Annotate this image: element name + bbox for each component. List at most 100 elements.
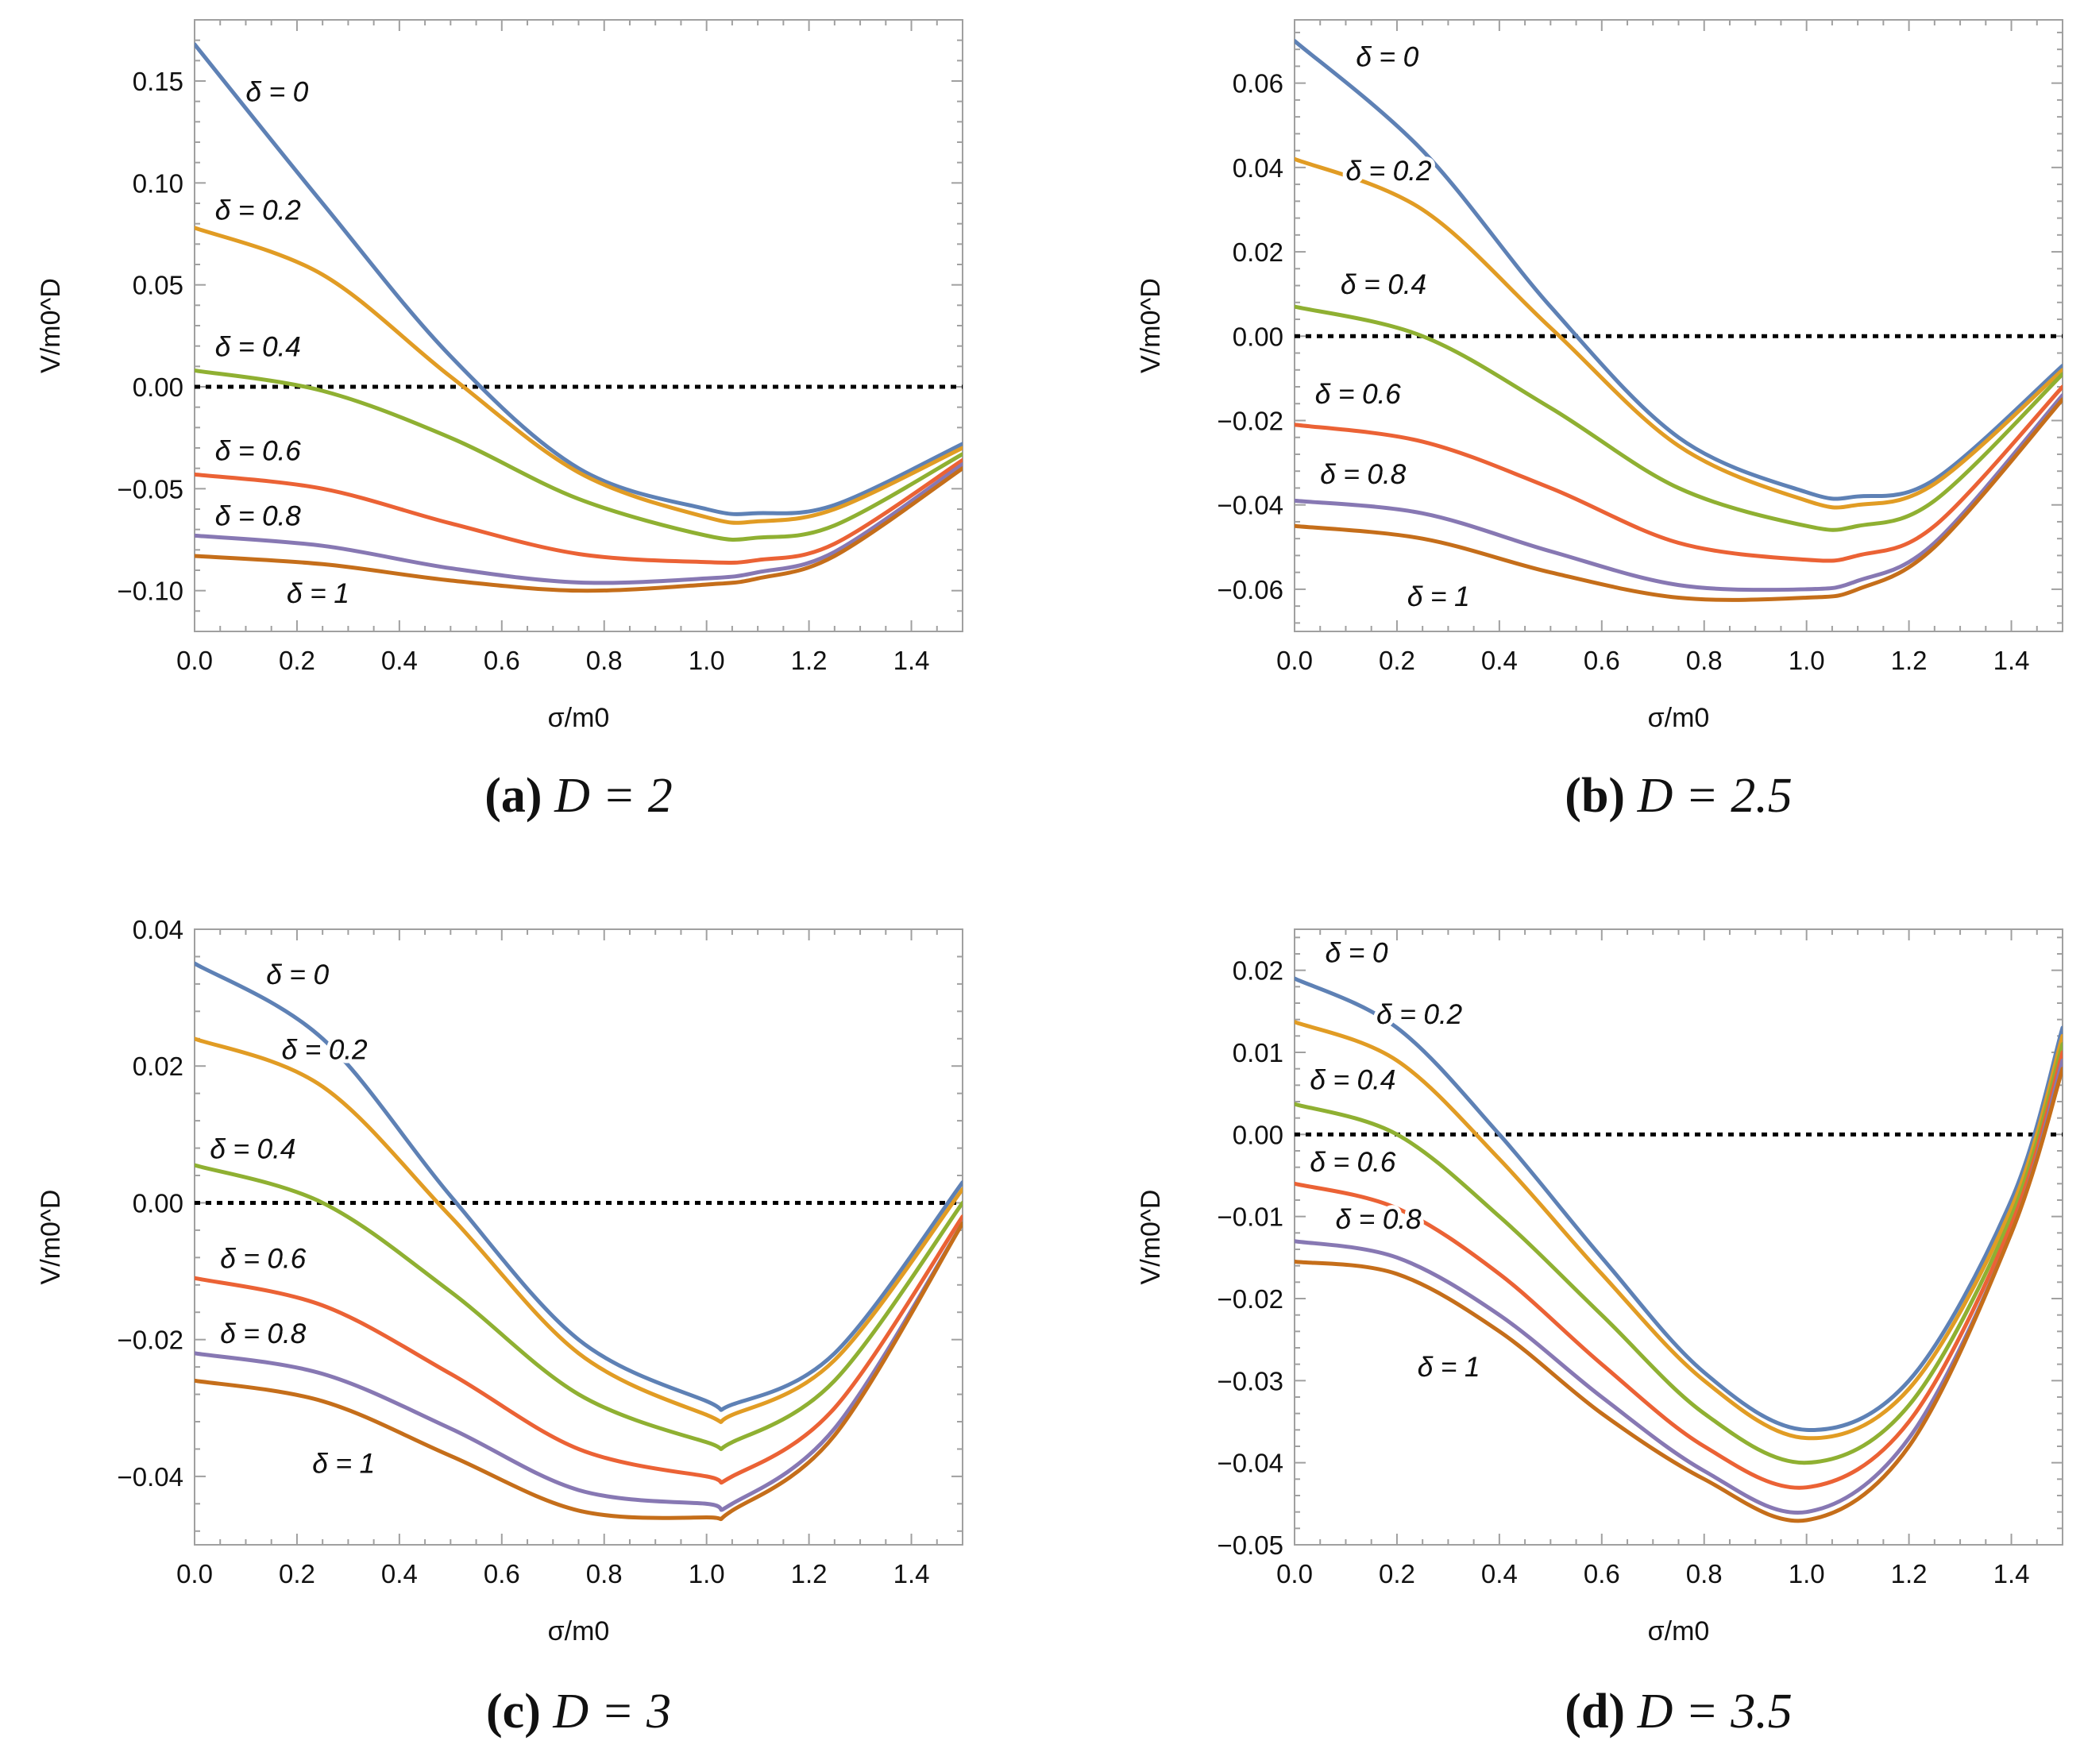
x-tick-label: 1.4 <box>1993 646 2030 675</box>
y-axis-label: V/m0^D <box>1136 278 1166 373</box>
x-tick-label: 1.0 <box>1789 1559 1825 1588</box>
series-line-delta-3 <box>195 457 963 565</box>
y-tick-label: −0.04 <box>118 1462 184 1492</box>
series-label: δ = 0.4 <box>215 332 301 363</box>
y-tick-label: −0.10 <box>118 577 184 606</box>
panel-caption-letter: (c) <box>486 1685 553 1739</box>
series-line-delta-4 <box>1295 393 2063 593</box>
series-label: δ = 0.8 <box>1336 1204 1422 1235</box>
series-label-text: δ = 0.6 <box>1310 1147 1396 1178</box>
plot-frame <box>194 19 963 632</box>
y-axis-label: V/m0^D <box>36 1190 66 1285</box>
y-tick-label: −0.03 <box>1218 1366 1284 1395</box>
y-tick-label: 0.00 <box>133 372 183 402</box>
series-label: δ = 0.2 <box>282 1035 368 1066</box>
panel-caption-value: D = 3.5 <box>1637 1685 1793 1739</box>
x-tick-label: 0.4 <box>381 1559 418 1588</box>
series-label: δ = 0.8 <box>220 1318 307 1349</box>
series-line-delta-1 <box>195 1036 963 1425</box>
series-label-text: δ = 0.8 <box>220 1318 307 1349</box>
y-tick-label: −0.04 <box>1218 491 1284 520</box>
series-line-delta-2 <box>1295 304 2063 532</box>
y-tick-label: −0.02 <box>1218 406 1284 435</box>
series-line-delta-3 <box>1295 384 2063 563</box>
series-label-text: δ = 0.4 <box>1341 269 1426 300</box>
series-label: δ = 0.4 <box>210 1133 295 1164</box>
panel-caption-value: D = 2.5 <box>1637 769 1793 823</box>
x-tick-label: 1.2 <box>1891 646 1928 675</box>
series-label-text: δ = 0.2 <box>282 1035 368 1066</box>
x-axis-label: σ/m0 <box>1648 1616 1710 1646</box>
x-tick-label: 1.4 <box>893 1559 930 1588</box>
series-label-text: δ = 0 <box>266 959 329 990</box>
y-tick-label: 0.10 <box>133 168 183 198</box>
panel-caption-letter: (a) <box>484 769 554 823</box>
series-line-delta-3 <box>1295 1050 2063 1490</box>
series-group <box>1295 976 2063 1523</box>
series-line-delta-0 <box>1295 39 2063 501</box>
series-line-delta-5 <box>1295 397 2063 602</box>
x-tick-label: 0.0 <box>1276 646 1313 675</box>
x-tick-label: 0.2 <box>279 646 315 675</box>
series-label-text: δ = 0.8 <box>215 501 302 532</box>
y-tick-label: −0.01 <box>1218 1202 1284 1232</box>
series-label: δ = 1 <box>287 578 349 609</box>
series-label: δ = 1 <box>1418 1352 1480 1383</box>
y-tick-label: −0.02 <box>1218 1284 1284 1314</box>
y-tick-label: −0.05 <box>1218 1530 1284 1560</box>
series-line-delta-1 <box>1295 1020 2063 1441</box>
x-axis-label: σ/m0 <box>548 703 610 733</box>
y-tick-label: −0.05 <box>118 474 184 504</box>
series-group <box>195 961 963 1522</box>
series-line-delta-4 <box>1295 1058 2063 1515</box>
series-label: δ = 0 <box>266 959 329 990</box>
series-group <box>1295 39 2063 602</box>
series-label: δ = 1 <box>312 1449 375 1480</box>
x-tick-label: 0.8 <box>1686 1559 1723 1588</box>
y-tick-label: 0.00 <box>1233 322 1283 351</box>
y-axis-label: V/m0^D <box>1136 1190 1166 1285</box>
series-label-text: δ = 0.8 <box>1336 1204 1422 1235</box>
panel-caption: (a) D = 2 <box>484 769 672 823</box>
plot-frame <box>194 928 963 1546</box>
y-tick-label: −0.02 <box>118 1326 184 1355</box>
panel-b: 0.0 0.2 0.4 0.6 0.8 1.0 1.2 1.4 0.06 0.04 0.02 0.00… <box>1136 19 2063 823</box>
x-tick-label: 1.2 <box>791 1559 828 1588</box>
series-line-delta-4 <box>195 462 963 585</box>
y-tick-label: 0.06 <box>1233 69 1283 98</box>
series-label: δ = 0.4 <box>1310 1065 1395 1096</box>
series-label-text: δ = 0.2 <box>1345 156 1431 187</box>
y-tick-label: 0.02 <box>133 1052 183 1081</box>
series-label: δ = 0.6 <box>215 435 302 466</box>
series-label-text: δ = 0 <box>1356 41 1418 72</box>
series-label-text: δ = 1 <box>312 1449 375 1480</box>
series-label: δ = 0.6 <box>220 1243 307 1274</box>
x-tick-label: 0.6 <box>1584 1559 1620 1588</box>
series-label-text: δ = 0.6 <box>215 435 302 466</box>
x-tick-label: 1.0 <box>689 1559 725 1588</box>
plot-frame <box>1294 19 2063 632</box>
series-label: δ = 0.8 <box>215 501 302 532</box>
series-line-delta-5 <box>195 1221 963 1522</box>
series-label: δ = 0 <box>1326 937 1388 968</box>
x-axis-label: σ/m0 <box>548 1616 610 1646</box>
series-line-delta-5 <box>1295 1067 2063 1523</box>
x-tick-label: 0.8 <box>586 646 623 675</box>
series-label-text: δ = 0.2 <box>215 195 301 226</box>
series-label-text: δ = 1 <box>1407 581 1470 612</box>
y-tick-label: 0.02 <box>1233 956 1283 986</box>
series-line-delta-0 <box>195 961 963 1412</box>
series-line-delta-1 <box>195 226 963 525</box>
y-tick-label: 0.15 <box>133 67 183 96</box>
series-label: δ = 0.2 <box>215 195 301 226</box>
series-label-text: δ = 0.4 <box>215 332 301 363</box>
series-label: δ = 0.4 <box>1341 269 1426 300</box>
series-line-delta-2 <box>195 368 963 542</box>
series-label: δ = 0 <box>1356 41 1418 72</box>
y-tick-label: 0.01 <box>1233 1038 1283 1067</box>
x-tick-label: 0.4 <box>1481 1559 1518 1588</box>
series-label-text: δ = 0.6 <box>1315 379 1402 410</box>
x-tick-label: 0.2 <box>1379 646 1415 675</box>
panel-caption-letter: (d) <box>1565 1685 1637 1739</box>
